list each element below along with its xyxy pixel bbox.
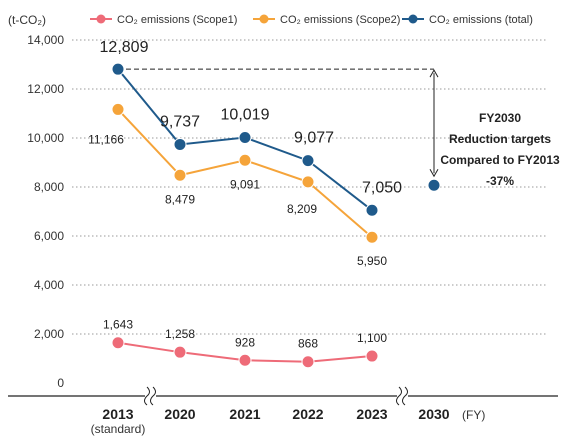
- data-point: [111, 62, 125, 76]
- data-label: 11,166: [88, 132, 124, 146]
- data-label: 12,809: [100, 39, 149, 56]
- data-label: 7,050: [362, 179, 402, 196]
- target-annotation-line: FY2030: [479, 111, 521, 125]
- x-tick-label: 2021: [229, 406, 260, 422]
- x-tick-label: 2030: [418, 406, 449, 422]
- data-point: [238, 353, 252, 367]
- data-label: 868: [298, 337, 318, 351]
- x-unit-label: (FY): [462, 408, 485, 422]
- x-tick-label: 2022: [292, 406, 323, 422]
- x-tick-label: 2020: [164, 406, 195, 422]
- y-tick-label: 14,000: [27, 33, 64, 47]
- data-point: [365, 203, 379, 217]
- grid-lines: [72, 39, 548, 335]
- target-annotation-line: Reduction targets: [449, 132, 551, 146]
- data-point: [365, 349, 379, 363]
- data-label: 5,950: [357, 254, 387, 268]
- data-point: [111, 102, 125, 116]
- x-tick-label: 2023: [356, 406, 387, 422]
- target-annotation-line: -37%: [486, 174, 514, 188]
- data-label: 8,479: [165, 192, 195, 206]
- y-unit-label: (t-CO₂): [8, 13, 46, 27]
- y-axis: (t-CO₂) 0 2,000 4,000 6,000 8,000 10,000 12,00…: [8, 13, 64, 390]
- y-tick-label: 2,000: [34, 327, 64, 341]
- data-point: [173, 345, 187, 359]
- data-label: 1,643: [103, 318, 133, 332]
- data-label: 928: [235, 335, 255, 349]
- series-layer: 1,643 1,258 928 868 1,100 11,166 8,479 9,091 8,2…: [88, 39, 441, 369]
- data-point: [238, 153, 252, 167]
- data-label: 9,091: [230, 177, 260, 191]
- data-point: [427, 178, 441, 192]
- data-point: [111, 336, 125, 350]
- legend-label: CO₂ emissions (total): [429, 14, 533, 26]
- data-point: [301, 175, 315, 189]
- y-tick-label: 0: [57, 376, 64, 390]
- legend-marker: [259, 14, 269, 24]
- data-label: 8,209: [287, 202, 317, 216]
- y-tick-label: 4,000: [34, 278, 64, 292]
- data-label: 9,737: [160, 113, 200, 130]
- arrow-head-down: [429, 169, 439, 178]
- data-point: [365, 230, 379, 244]
- x-tick-sublabel: (standard): [91, 422, 146, 436]
- axis-break-mark: [144, 386, 150, 406]
- reduction-target: FY2030 Reduction targets Compared to FY201…: [126, 68, 560, 188]
- y-tick-label: 6,000: [34, 229, 64, 243]
- legend: CO₂ emissions (Scope1) CO₂ emissions (Sco…: [90, 14, 533, 26]
- axis-break-mark: [150, 386, 156, 406]
- data-point: [173, 137, 187, 151]
- data-label: 1,258: [165, 327, 195, 341]
- legend-marker: [96, 14, 106, 24]
- y-tick-label: 10,000: [27, 131, 64, 145]
- x-tick-label: 2013: [102, 406, 133, 422]
- legend-label: CO₂ emissions (Scope2): [280, 14, 400, 26]
- axis-break-mark: [396, 386, 402, 406]
- axis-break-mark: [402, 386, 408, 406]
- data-label: 1,100: [357, 331, 387, 345]
- legend-marker: [408, 14, 418, 24]
- series-line: [117, 108, 373, 238]
- x-axis: 2013 2020 2021 2022 2023 2030 (standard) (FY): [8, 386, 558, 436]
- data-point: [173, 168, 187, 182]
- data-label: 10,019: [221, 107, 270, 124]
- target-annotation-line: Compared to FY2013: [440, 153, 560, 167]
- data-point: [238, 131, 252, 145]
- legend-label: CO₂ emissions (Scope1): [117, 14, 237, 26]
- y-tick-label: 12,000: [27, 82, 64, 96]
- data-point: [301, 355, 315, 369]
- data-label: 9,077: [294, 130, 334, 147]
- arrow-head-up: [429, 69, 439, 78]
- y-tick-label: 8,000: [34, 180, 64, 194]
- data-point: [301, 154, 315, 168]
